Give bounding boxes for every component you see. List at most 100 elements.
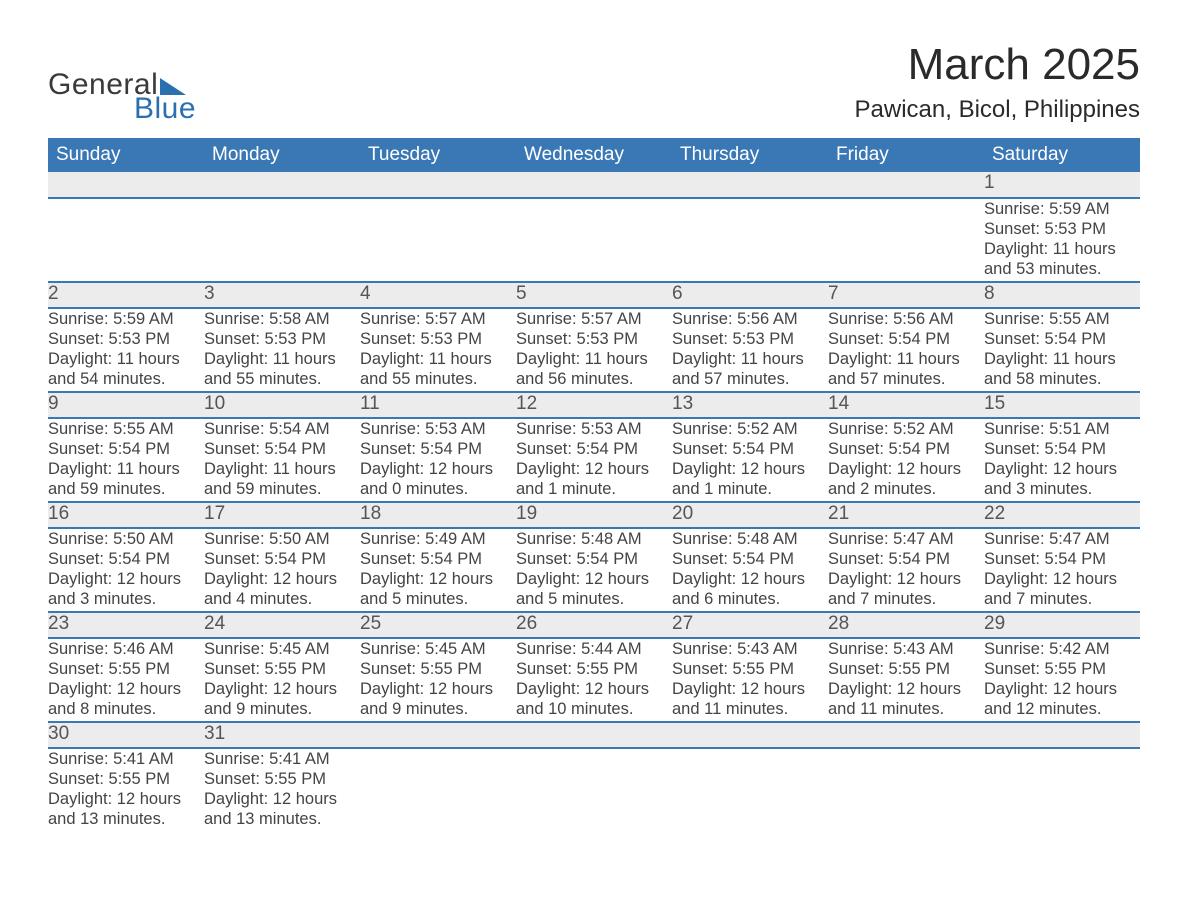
data-row: Sunrise: 5:59 AMSunset: 5:53 PMDaylight:…: [48, 198, 1140, 282]
sunset-text: Sunset: 5:55 PM: [984, 659, 1140, 679]
day-data-cell: Sunrise: 5:49 AMSunset: 5:54 PMDaylight:…: [360, 528, 516, 612]
sunrise-text: Sunrise: 5:58 AM: [204, 309, 360, 329]
day-number-cell: 22: [984, 502, 1140, 528]
day-data-cell: Sunrise: 5:48 AMSunset: 5:54 PMDaylight:…: [672, 528, 828, 612]
daylight-text: Daylight: 12 hours: [48, 679, 204, 699]
day-number-cell: 4: [360, 282, 516, 308]
daylight-text: Daylight: 12 hours: [516, 459, 672, 479]
sunrise-text: Sunrise: 5:56 AM: [828, 309, 984, 329]
dow-header: Friday: [828, 138, 984, 172]
daylight-text: and 53 minutes.: [984, 259, 1140, 279]
daylight-text: and 1 minute.: [516, 479, 672, 499]
sunset-text: Sunset: 5:54 PM: [516, 439, 672, 459]
day-data-cell: Sunrise: 5:54 AMSunset: 5:54 PMDaylight:…: [204, 418, 360, 502]
sunset-text: Sunset: 5:54 PM: [48, 439, 204, 459]
sunrise-text: Sunrise: 5:50 AM: [48, 529, 204, 549]
day-data-cell: [828, 748, 984, 832]
sunset-text: Sunset: 5:55 PM: [204, 769, 360, 789]
daylight-text: and 3 minutes.: [984, 479, 1140, 499]
daylight-text: and 8 minutes.: [48, 699, 204, 719]
sunset-text: Sunset: 5:55 PM: [360, 659, 516, 679]
day-number-cell: 5: [516, 282, 672, 308]
day-data-cell: Sunrise: 5:47 AMSunset: 5:54 PMDaylight:…: [984, 528, 1140, 612]
day-number-cell: [516, 722, 672, 748]
sunrise-text: Sunrise: 5:52 AM: [828, 419, 984, 439]
daylight-text: Daylight: 12 hours: [828, 679, 984, 699]
sunset-text: Sunset: 5:54 PM: [984, 439, 1140, 459]
page-title: March 2025: [855, 40, 1140, 90]
daylight-text: and 57 minutes.: [828, 369, 984, 389]
daylight-text: Daylight: 12 hours: [672, 459, 828, 479]
day-number-cell: [984, 722, 1140, 748]
daylight-text: and 4 minutes.: [204, 589, 360, 609]
sunrise-text: Sunrise: 5:51 AM: [984, 419, 1140, 439]
sunrise-text: Sunrise: 5:48 AM: [672, 529, 828, 549]
daylight-text: and 2 minutes.: [828, 479, 984, 499]
dow-header-row: Sunday Monday Tuesday Wednesday Thursday…: [48, 138, 1140, 172]
sunrise-text: Sunrise: 5:43 AM: [828, 639, 984, 659]
day-number-cell: 24: [204, 612, 360, 638]
day-data-cell: [828, 198, 984, 282]
data-row: Sunrise: 5:41 AMSunset: 5:55 PMDaylight:…: [48, 748, 1140, 832]
sunrise-text: Sunrise: 5:57 AM: [360, 309, 516, 329]
daylight-text: Daylight: 12 hours: [828, 459, 984, 479]
daylight-text: Daylight: 12 hours: [360, 679, 516, 699]
day-data-cell: Sunrise: 5:57 AMSunset: 5:53 PMDaylight:…: [516, 308, 672, 392]
dow-header: Sunday: [48, 138, 204, 172]
day-number-cell: 18: [360, 502, 516, 528]
daynum-row: 16171819202122: [48, 502, 1140, 528]
sunrise-text: Sunrise: 5:46 AM: [48, 639, 204, 659]
day-data-cell: Sunrise: 5:43 AMSunset: 5:55 PMDaylight:…: [672, 638, 828, 722]
daylight-text: and 5 minutes.: [516, 589, 672, 609]
day-number-cell: 11: [360, 392, 516, 418]
day-data-cell: Sunrise: 5:50 AMSunset: 5:54 PMDaylight:…: [204, 528, 360, 612]
day-data-cell: Sunrise: 5:52 AMSunset: 5:54 PMDaylight:…: [672, 418, 828, 502]
day-data-cell: Sunrise: 5:52 AMSunset: 5:54 PMDaylight:…: [828, 418, 984, 502]
daylight-text: Daylight: 12 hours: [984, 569, 1140, 589]
day-number-cell: 2: [48, 282, 204, 308]
daylight-text: Daylight: 12 hours: [984, 679, 1140, 699]
sunset-text: Sunset: 5:54 PM: [204, 439, 360, 459]
sunrise-text: Sunrise: 5:49 AM: [360, 529, 516, 549]
day-data-cell: Sunrise: 5:58 AMSunset: 5:53 PMDaylight:…: [204, 308, 360, 392]
sunrise-text: Sunrise: 5:45 AM: [360, 639, 516, 659]
sunrise-text: Sunrise: 5:59 AM: [984, 199, 1140, 219]
daylight-text: and 7 minutes.: [984, 589, 1140, 609]
sunset-text: Sunset: 5:54 PM: [204, 549, 360, 569]
daylight-text: Daylight: 12 hours: [204, 679, 360, 699]
day-number-cell: [360, 172, 516, 198]
day-number-cell: 26: [516, 612, 672, 638]
sunrise-text: Sunrise: 5:53 AM: [516, 419, 672, 439]
daynum-row: 23242526272829: [48, 612, 1140, 638]
sunset-text: Sunset: 5:53 PM: [984, 219, 1140, 239]
day-number-cell: 17: [204, 502, 360, 528]
sunrise-text: Sunrise: 5:44 AM: [516, 639, 672, 659]
sunset-text: Sunset: 5:54 PM: [828, 549, 984, 569]
dow-header: Wednesday: [516, 138, 672, 172]
sunset-text: Sunset: 5:54 PM: [672, 439, 828, 459]
daylight-text: and 55 minutes.: [204, 369, 360, 389]
sunset-text: Sunset: 5:55 PM: [48, 659, 204, 679]
daylight-text: Daylight: 12 hours: [984, 459, 1140, 479]
day-number-cell: [360, 722, 516, 748]
day-data-cell: [204, 198, 360, 282]
day-data-cell: Sunrise: 5:55 AMSunset: 5:54 PMDaylight:…: [48, 418, 204, 502]
daylight-text: Daylight: 11 hours: [48, 459, 204, 479]
day-number-cell: 21: [828, 502, 984, 528]
sunrise-text: Sunrise: 5:57 AM: [516, 309, 672, 329]
header: General Blue March 2025 Pawican, Bicol, …: [48, 40, 1140, 126]
daylight-text: and 9 minutes.: [360, 699, 516, 719]
day-data-cell: Sunrise: 5:48 AMSunset: 5:54 PMDaylight:…: [516, 528, 672, 612]
daylight-text: Daylight: 11 hours: [828, 349, 984, 369]
day-number-cell: 8: [984, 282, 1140, 308]
sunset-text: Sunset: 5:54 PM: [828, 439, 984, 459]
brand-logo: General Blue: [48, 40, 196, 126]
dow-header: Saturday: [984, 138, 1140, 172]
sunset-text: Sunset: 5:53 PM: [204, 329, 360, 349]
day-number-cell: 3: [204, 282, 360, 308]
day-data-cell: Sunrise: 5:51 AMSunset: 5:54 PMDaylight:…: [984, 418, 1140, 502]
daylight-text: and 1 minute.: [672, 479, 828, 499]
day-data-cell: Sunrise: 5:57 AMSunset: 5:53 PMDaylight:…: [360, 308, 516, 392]
day-number-cell: 12: [516, 392, 672, 418]
day-data-cell: [360, 748, 516, 832]
